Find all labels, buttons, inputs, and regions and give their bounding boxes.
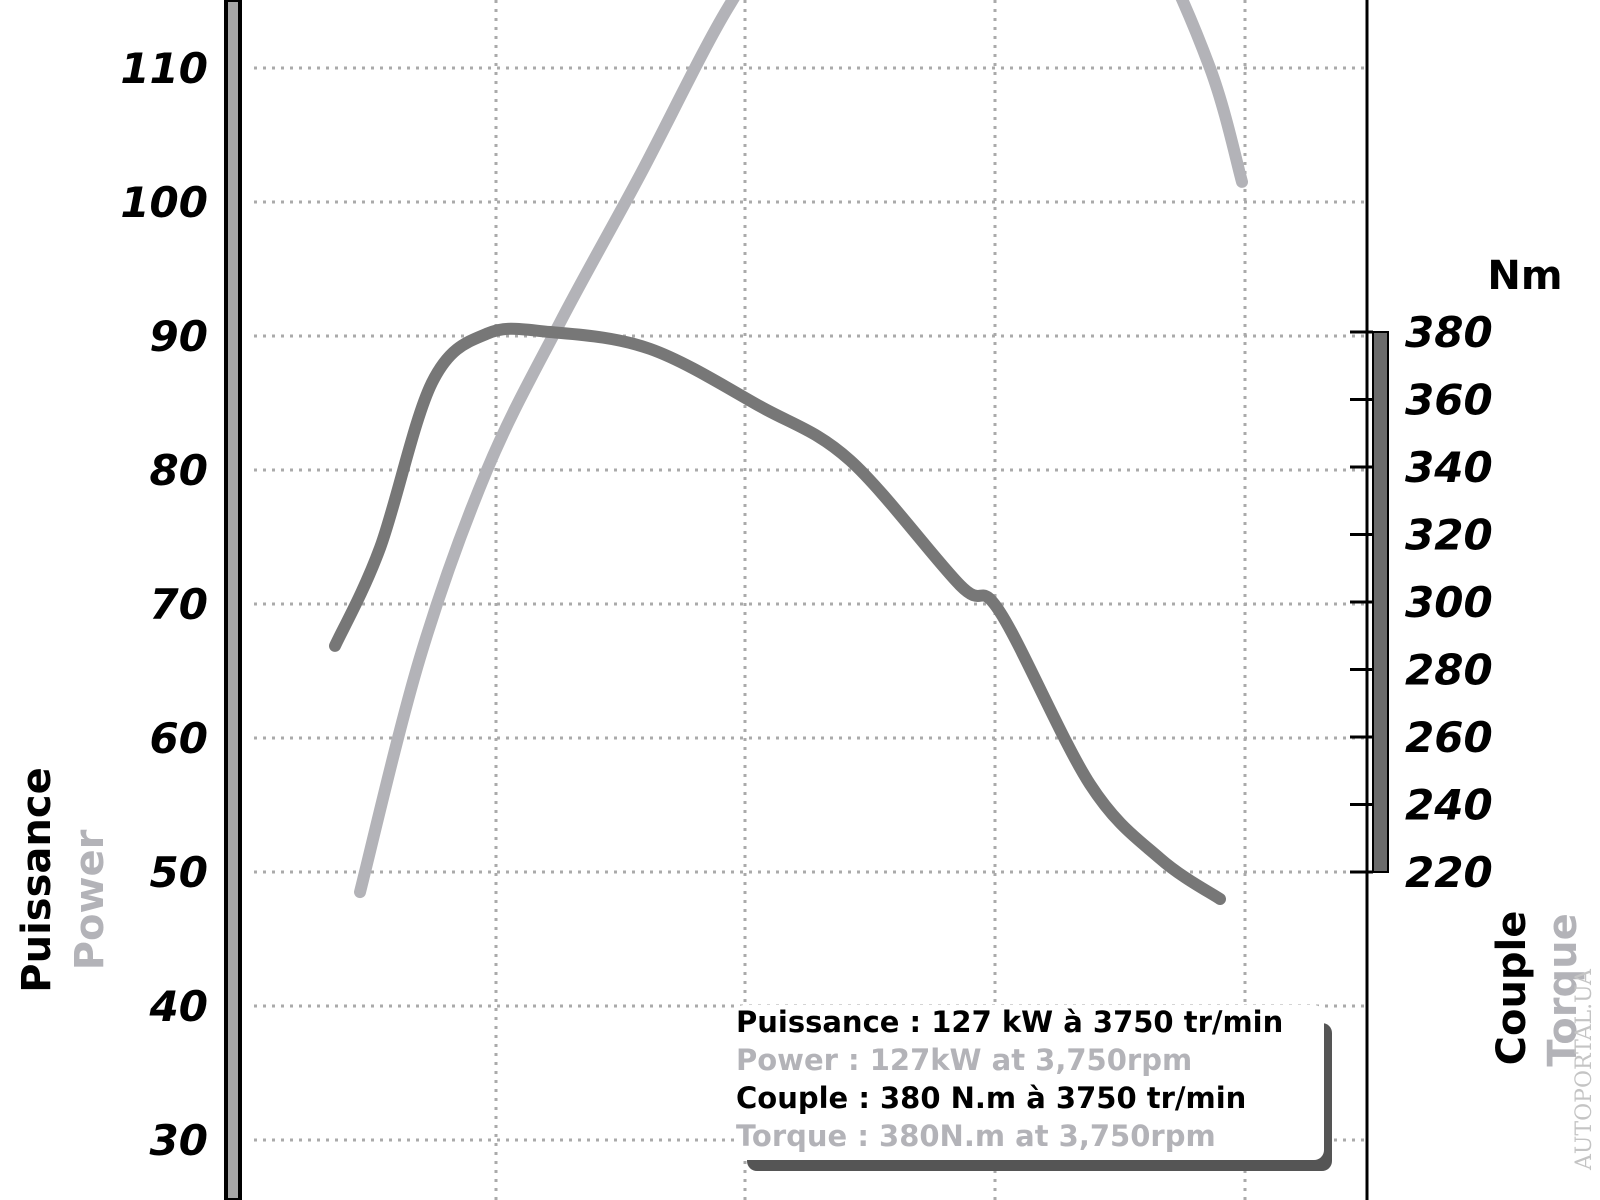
right-tick-label: 260: [1405, 713, 1493, 762]
left-axis-title-fr: Puissance: [14, 767, 60, 992]
left-tick-label: 110: [120, 44, 208, 93]
right-tick-label: 320: [1405, 511, 1493, 560]
left-tick-label: 50: [150, 848, 208, 897]
annotation-line-torque-fr: Couple : 380 N.m à 3750 tr/min: [736, 1081, 1246, 1115]
left-tick-label: 60: [150, 714, 208, 763]
left-axis-tick-labels: 30 40 50 60 70 80 90 100 110: [120, 44, 208, 1165]
torque-series-line: [329, 322, 1226, 905]
left-tick-label: 100: [120, 178, 208, 227]
right-tick-label: 340: [1405, 443, 1493, 492]
right-axis-tick-labels: 220 240 260 280 300 320 340 360 380: [1405, 308, 1493, 897]
annotation-background: [734, 1005, 1324, 1160]
right-axis-unit: Nm: [1487, 253, 1562, 299]
right-tick-label: 300: [1405, 578, 1493, 627]
right-tick-label: 240: [1405, 781, 1493, 830]
right-tick-label: 220: [1405, 848, 1493, 897]
right-axis-title-fr: Couple: [1489, 911, 1535, 1066]
left-tick-label: 90: [150, 312, 208, 361]
power-series-line: [354, 0, 1248, 899]
left-axis-title-en: Power: [67, 829, 113, 970]
watermark: AUTOPORTAL.UA: [1572, 968, 1597, 1171]
left-tick-label: 70: [150, 580, 208, 629]
vertical-gridlines: [494, 0, 1247, 1200]
annotation-line-power-en: Power : 127kW at 3,750rpm: [736, 1043, 1192, 1077]
left-axis-bar: [224, 0, 242, 1200]
right-tick-label: 360: [1405, 376, 1493, 425]
left-tick-label: 30: [150, 1116, 208, 1165]
right-axis-bar: [1372, 331, 1389, 873]
right-tick-label: 380: [1405, 308, 1493, 357]
annotation-line-power-fr: Puissance : 127 kW à 3750 tr/min: [736, 1005, 1283, 1039]
left-tick-label: 40: [149, 982, 208, 1031]
horizontal-gridlines: [254, 66, 1365, 1142]
right-tick-label: 280: [1405, 646, 1493, 695]
annotation-box: Puissance : 127 kW à 3750 tr/min Power :…: [734, 1005, 1332, 1171]
right-axis-tick-marks: [1350, 330, 1373, 874]
right-axis-title-en: Torque: [1540, 913, 1586, 1066]
left-tick-label: 80: [150, 446, 208, 495]
annotation-line-torque-en: Torque : 380N.m at 3,750rpm: [736, 1119, 1216, 1153]
